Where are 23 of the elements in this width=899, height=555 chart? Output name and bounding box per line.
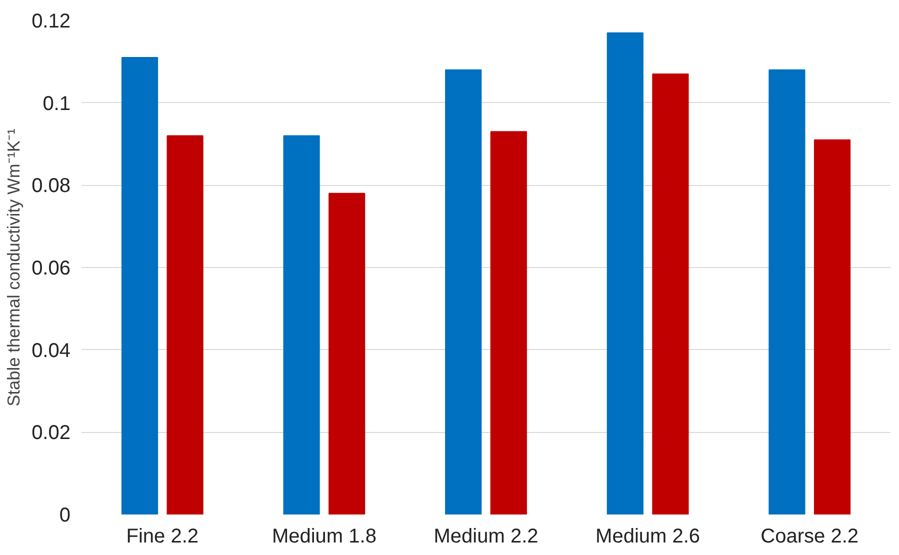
- x-tick-label: Medium 2.6: [596, 526, 700, 548]
- bar: [490, 131, 527, 514]
- x-tick-label: Medium 2.2: [434, 526, 538, 548]
- bar: [652, 74, 689, 514]
- y-tick-label: 0.06: [32, 258, 71, 280]
- x-tick-label: Coarse 2.2: [760, 526, 859, 548]
- bar: [814, 139, 851, 514]
- y-tick-label: 0: [59, 504, 70, 526]
- y-tick-label: 0.08: [32, 175, 71, 198]
- bar: [283, 135, 320, 514]
- x-tick-label: Medium 1.8: [272, 526, 376, 548]
- y-tick-label: 0.02: [32, 422, 71, 444]
- y-tick-label: 0.12: [32, 10, 71, 32]
- y-axis-title: Stable thermal conductivity Wm⁻¹K⁻¹: [4, 128, 24, 406]
- bar: [606, 32, 644, 514]
- y-tick-label: 0.1: [42, 92, 71, 115]
- bar: [121, 57, 158, 514]
- bar: [166, 135, 204, 514]
- bar: [328, 192, 366, 514]
- bar: [768, 69, 806, 514]
- bar: [445, 69, 482, 514]
- x-tick-label: Fine 2.2: [126, 526, 199, 548]
- y-tick-label: 0.04: [32, 340, 71, 362]
